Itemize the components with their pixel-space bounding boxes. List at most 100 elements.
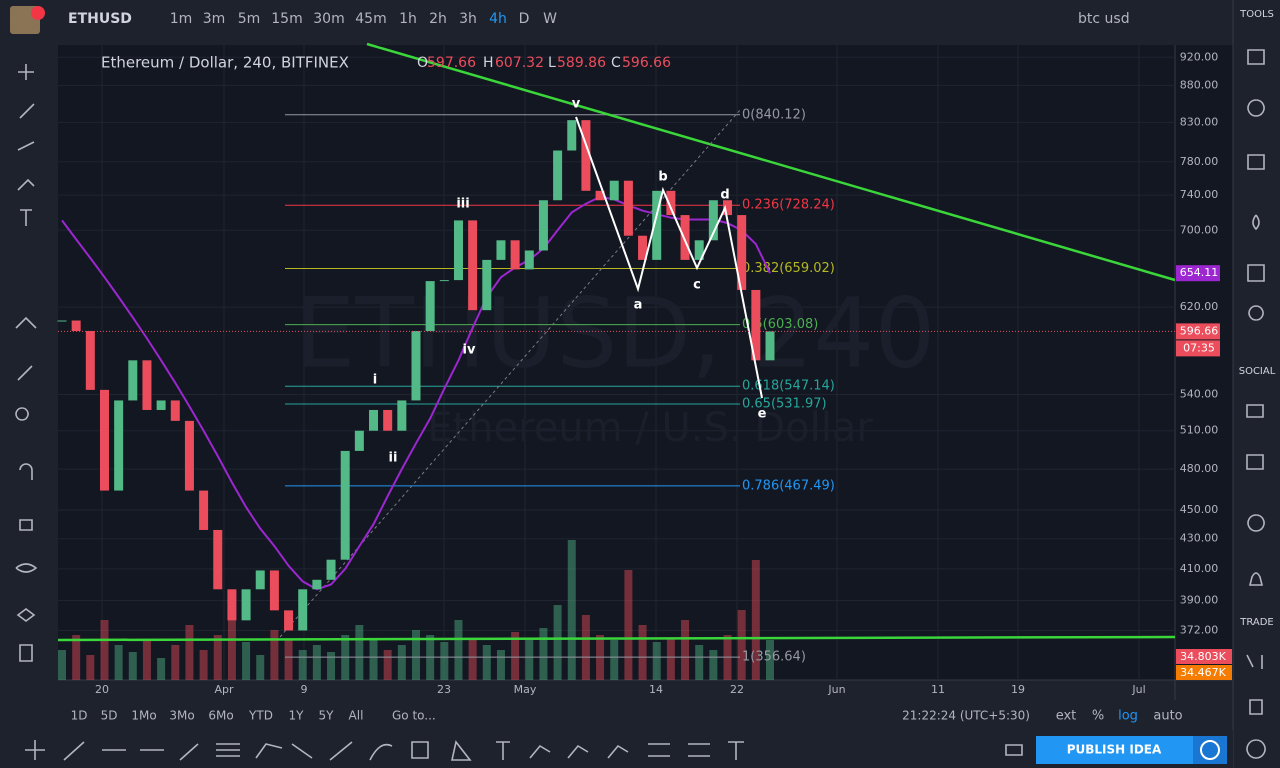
candle (765, 331, 775, 361)
wave-label: ii (389, 451, 398, 466)
interval-button[interactable]: 45m (355, 11, 386, 27)
candle (298, 589, 308, 631)
countdown-bg (1176, 340, 1220, 357)
candle (737, 215, 747, 290)
interval-button[interactable]: 1m (170, 11, 193, 27)
top-toolbar (0, 0, 1233, 38)
interval-button[interactable]: 1h (399, 11, 417, 27)
left-toolbar (0, 38, 56, 730)
wave-label: b (658, 170, 667, 185)
sidebar-heading: TRADE (1239, 617, 1274, 628)
candle (397, 400, 407, 431)
volume-bar (128, 652, 137, 680)
candle (340, 450, 350, 560)
y-tick-label: 920.00 (1180, 50, 1219, 63)
sidebar-icons[interactable] (1246, 49, 1266, 759)
volume-bar (312, 645, 321, 680)
range-button[interactable]: 3Mo (169, 709, 194, 723)
volume-bar (737, 610, 746, 680)
volume-bar (58, 650, 66, 680)
candle (708, 200, 718, 241)
wave-label: iii (456, 197, 469, 212)
symbol-search[interactable]: btc usd (1078, 11, 1130, 27)
ohlc-value: 597.66 (427, 55, 476, 71)
candle (751, 289, 761, 361)
interval-button[interactable]: 3h (459, 11, 477, 27)
scale-button[interactable]: auto (1153, 709, 1182, 724)
range-button[interactable]: 1D (71, 709, 88, 723)
volume-label: 34.467K (1180, 666, 1226, 679)
volume-bar (468, 638, 477, 680)
ohlc-value: 607.32 (495, 55, 544, 71)
volume-bar (86, 655, 95, 680)
candle (269, 570, 279, 611)
fib-label: 0.618(547.14) (742, 379, 835, 394)
fib-label: 0.236(728.24) (742, 198, 835, 213)
drawing-tools[interactable] (25, 740, 1023, 761)
scale-button[interactable]: % (1092, 709, 1104, 724)
volume-bar (553, 605, 562, 680)
candle (723, 200, 733, 216)
goto-button[interactable]: Go to... (392, 709, 436, 723)
interval-button[interactable]: 3m (203, 11, 226, 27)
tool-icons[interactable] (15, 64, 38, 662)
last-price-label: 596.66 (1180, 324, 1219, 337)
notification-badge (31, 6, 45, 20)
chart-pane (58, 45, 1233, 680)
volume-label: 34.803K (1180, 650, 1226, 663)
candle (227, 589, 237, 621)
volume-bar (525, 640, 534, 680)
range-button[interactable]: 5Y (319, 709, 335, 723)
wave-label: d (720, 188, 729, 203)
range-button[interactable]: 6Mo (208, 709, 233, 723)
symbol[interactable]: ETHUSD (68, 11, 132, 27)
interval-button[interactable]: D (519, 11, 530, 27)
interval-button[interactable]: 5m (238, 11, 261, 27)
candle (510, 240, 520, 270)
candle (170, 400, 180, 421)
candle (567, 120, 577, 151)
candle (581, 120, 591, 191)
y-tick-label: 540.00 (1180, 388, 1219, 401)
scale-button[interactable]: log (1118, 709, 1138, 724)
candle (213, 529, 223, 590)
y-tick-label: 830.00 (1180, 115, 1219, 128)
interval-button[interactable]: 2h (429, 11, 447, 27)
fib-label: 1(356.64) (742, 650, 806, 665)
interval-button[interactable]: 4h (489, 11, 507, 27)
wave-label: e (758, 407, 767, 422)
wave-label: v (572, 97, 581, 112)
publish-button[interactable] (1036, 736, 1193, 764)
publish-label[interactable]: PUBLISH IDEA (1067, 743, 1162, 757)
candle (71, 320, 81, 332)
candle (609, 180, 619, 201)
volume-bar (227, 610, 236, 680)
volume-bar (327, 652, 336, 680)
interval-button[interactable]: W (543, 11, 557, 27)
ma-price-label: 654.11 (1180, 266, 1219, 279)
x-tick-label: 11 (931, 683, 945, 696)
candle (652, 190, 662, 260)
candle (411, 331, 421, 401)
scale-button[interactable]: ext (1056, 709, 1077, 724)
volume-bar (652, 642, 661, 680)
range-button[interactable]: 1Y (289, 709, 305, 723)
range-button[interactable]: 1Mo (131, 709, 156, 723)
range-button[interactable]: YTD (248, 709, 273, 723)
volume-bar (142, 640, 151, 680)
ohlc-value: 596.66 (622, 55, 671, 71)
candle (312, 579, 322, 590)
watermark: ETHUSD, 240 (295, 277, 936, 389)
candle (57, 320, 67, 322)
range-button[interactable]: All (349, 709, 364, 723)
range-button[interactable]: 5D (101, 709, 118, 723)
fib-label: 0.65(531.97) (742, 397, 827, 412)
volume-bar (383, 650, 392, 680)
candle (425, 281, 435, 332)
interval-button[interactable]: 30m (313, 11, 344, 27)
candle (439, 280, 449, 282)
candle (156, 400, 166, 410)
interval-button[interactable]: 15m (271, 11, 302, 27)
ohlc-key: L (548, 55, 556, 71)
x-tick-label: 22 (730, 683, 744, 696)
